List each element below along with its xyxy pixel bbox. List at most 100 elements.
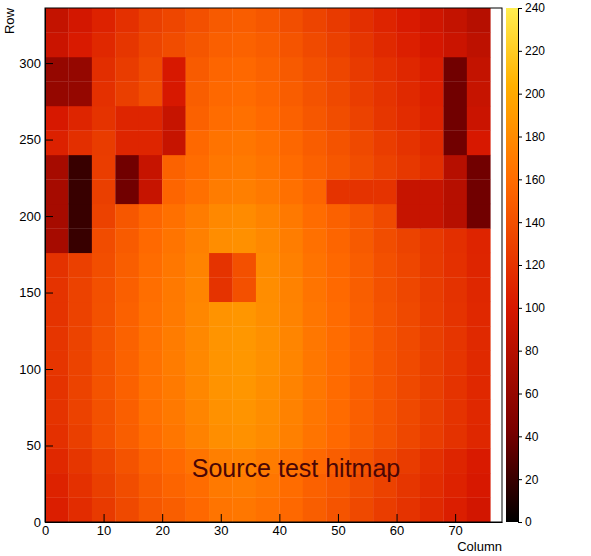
heatmap-cell	[326, 302, 350, 327]
heatmap-cell	[186, 400, 210, 425]
heatmap-cell	[326, 32, 350, 57]
heatmap-cell	[279, 106, 303, 131]
heatmap-cell	[209, 204, 233, 229]
heatmap-cell	[68, 253, 92, 278]
heatmap-cell	[443, 424, 467, 449]
heatmap-cell	[162, 375, 186, 400]
tick: 30	[214, 514, 228, 538]
heatmap-cell	[92, 32, 116, 57]
heatmap-cell	[92, 473, 116, 498]
heatmap-cell	[162, 326, 186, 351]
tick: 140	[518, 216, 545, 230]
heatmap-cell	[45, 179, 69, 204]
heatmap-cell	[326, 81, 350, 106]
heatmap-cell	[467, 228, 491, 253]
heatmap-cell	[279, 498, 303, 522]
tick-label: 80	[525, 344, 539, 358]
heatmap-cell	[467, 449, 491, 474]
chart: 010203040506070050100150200250300ColumnR…	[0, 0, 591, 556]
tick-label: 100	[525, 301, 545, 315]
heatmap-cell	[139, 351, 163, 376]
tick-mark	[104, 514, 105, 522]
heatmap-cell	[186, 375, 210, 400]
heatmap-cell	[232, 8, 256, 33]
tick-label: 10	[97, 523, 111, 538]
tick-mark	[162, 514, 163, 522]
heatmap-cell	[443, 449, 467, 474]
heatmap-cell	[162, 32, 186, 57]
heatmap-cell	[45, 326, 69, 351]
heatmap-cell	[139, 400, 163, 425]
heatmap-cell	[209, 81, 233, 106]
heatmap-cell	[115, 375, 139, 400]
heatmap-cell	[373, 130, 397, 155]
heatmap-cell	[92, 326, 116, 351]
heatmap-cell	[467, 277, 491, 302]
heatmap-cell	[303, 253, 327, 278]
heatmap-cell	[256, 228, 280, 253]
heatmap-cell	[162, 351, 186, 376]
heatmap-cell	[326, 326, 350, 351]
heatmap-cell	[443, 81, 467, 106]
tick-label: 200	[525, 87, 545, 101]
heatmap-cell	[303, 204, 327, 229]
heatmap-cell	[350, 8, 374, 33]
tick: 180	[518, 130, 545, 144]
heatmap-cell	[420, 375, 444, 400]
heatmap-cell	[279, 8, 303, 33]
heatmap-cell	[115, 473, 139, 498]
tick: 50	[331, 514, 345, 538]
heatmap-cell	[397, 424, 421, 449]
heatmap-cell	[139, 179, 163, 204]
heatmap-cell	[420, 81, 444, 106]
tick: 70	[448, 514, 462, 538]
heatmap-cell	[232, 400, 256, 425]
heatmap-cell	[373, 400, 397, 425]
heatmap-cell	[162, 449, 186, 474]
tick-mark	[338, 514, 339, 522]
heatmap-cell	[139, 106, 163, 131]
heatmap-cell	[443, 130, 467, 155]
tick-mark	[518, 137, 522, 138]
heatmap-cell	[92, 302, 116, 327]
heatmap-cell	[139, 498, 163, 522]
tick: 20	[155, 514, 169, 538]
heatmap-cell	[467, 130, 491, 155]
heatmap-cell	[92, 106, 116, 131]
heatmap-cell	[92, 424, 116, 449]
tick: 60	[518, 387, 539, 401]
heatmap-cell	[397, 302, 421, 327]
tick-label: 60	[390, 523, 404, 538]
tick-mark	[518, 394, 522, 395]
heatmap-cell	[420, 326, 444, 351]
heatmap-cell	[350, 277, 374, 302]
heatmap-cell	[350, 204, 374, 229]
heatmap-cell	[373, 106, 397, 131]
heatmap-cell	[397, 375, 421, 400]
heatmap-cell	[420, 400, 444, 425]
tick-mark	[518, 436, 522, 437]
heatmap-cell	[256, 32, 280, 57]
heatmap-cell	[232, 228, 256, 253]
heatmap-cell	[279, 228, 303, 253]
heatmap-cell	[279, 130, 303, 155]
heatmap-cell	[467, 57, 491, 82]
heatmap-cell	[443, 106, 467, 131]
heatmap-cell	[397, 228, 421, 253]
heatmap-cell	[397, 81, 421, 106]
heatmap-cell	[45, 130, 69, 155]
heatmap-cell	[420, 106, 444, 131]
heatmap-cell	[186, 130, 210, 155]
tick-mark	[518, 308, 522, 309]
heatmap-cell	[420, 8, 444, 33]
heatmap-cell	[68, 351, 92, 376]
tick-mark	[455, 514, 456, 522]
heatmap-cell	[45, 351, 69, 376]
heatmap-cell	[303, 277, 327, 302]
heatmap-cell	[420, 130, 444, 155]
heatmap-cell	[397, 106, 421, 131]
heatmap-cell	[443, 302, 467, 327]
heatmap-cell	[162, 253, 186, 278]
heatmap-cell	[115, 204, 139, 229]
tick-label: 0	[34, 515, 41, 530]
